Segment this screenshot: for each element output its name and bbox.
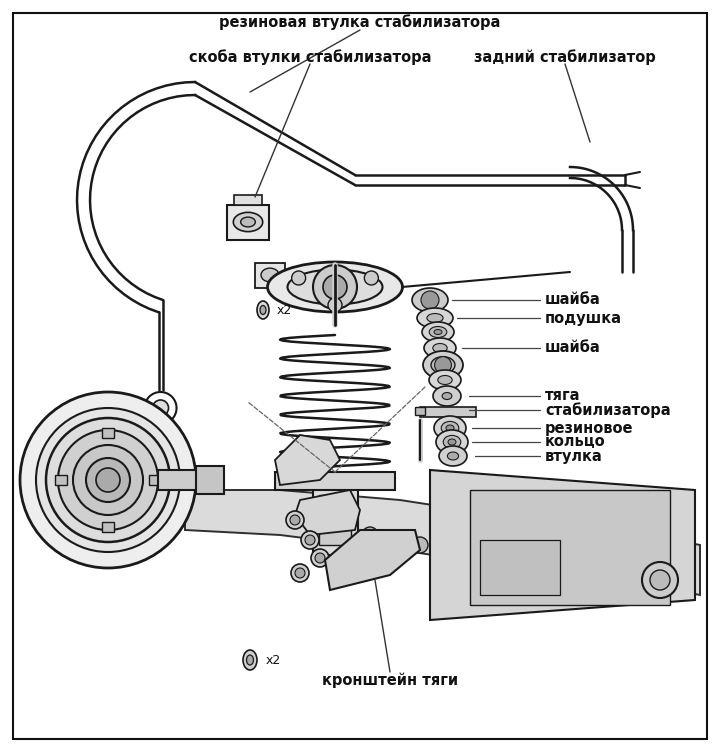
Ellipse shape [243, 650, 257, 670]
Circle shape [435, 356, 451, 374]
Ellipse shape [240, 217, 256, 227]
Ellipse shape [422, 322, 454, 342]
Circle shape [650, 570, 670, 590]
Ellipse shape [246, 655, 253, 665]
Text: кольцо: кольцо [545, 435, 606, 450]
Circle shape [145, 392, 176, 424]
Circle shape [46, 418, 170, 542]
Ellipse shape [287, 269, 382, 305]
Circle shape [421, 291, 439, 309]
Text: скоба втулки стабилизатора: скоба втулки стабилизатора [189, 49, 431, 65]
Text: втулка: втулка [545, 448, 603, 463]
Bar [319, 495, 351, 545]
Circle shape [462, 547, 478, 563]
Polygon shape [185, 490, 700, 595]
Text: шайба: шайба [545, 293, 600, 308]
Ellipse shape [429, 370, 461, 390]
Circle shape [323, 275, 347, 299]
Text: кронштейн тяги: кронштейн тяги [322, 672, 458, 688]
Text: тяга: тяга [545, 389, 580, 404]
Ellipse shape [427, 314, 443, 323]
Ellipse shape [261, 268, 279, 282]
Ellipse shape [448, 439, 456, 445]
Circle shape [292, 271, 305, 285]
Ellipse shape [447, 452, 459, 460]
Ellipse shape [436, 430, 468, 454]
Polygon shape [275, 435, 340, 485]
Bar [158, 470, 223, 490]
Circle shape [313, 265, 357, 309]
Text: резиновая втулка стабилизатора: резиновая втулка стабилизатора [220, 14, 500, 30]
Ellipse shape [233, 212, 263, 232]
Ellipse shape [429, 326, 447, 338]
Ellipse shape [431, 356, 455, 374]
Bar [55, 475, 67, 485]
Circle shape [315, 553, 325, 563]
Bar [255, 262, 285, 287]
Bar [480, 540, 560, 595]
Circle shape [58, 430, 158, 530]
Circle shape [290, 515, 300, 525]
Ellipse shape [433, 386, 461, 406]
Bar [275, 472, 395, 490]
Polygon shape [430, 470, 695, 620]
Ellipse shape [260, 305, 266, 314]
Text: x2: x2 [277, 304, 292, 317]
Bar [234, 195, 262, 205]
Bar [420, 407, 476, 417]
Text: задний стабилизатор: задний стабилизатор [474, 49, 656, 65]
Ellipse shape [423, 351, 463, 379]
Circle shape [328, 298, 342, 312]
Polygon shape [295, 490, 360, 535]
Ellipse shape [412, 288, 448, 312]
Bar [312, 485, 358, 555]
Circle shape [412, 537, 428, 553]
Text: стабилизатора: стабилизатора [545, 402, 670, 418]
Circle shape [311, 549, 329, 567]
Circle shape [291, 564, 309, 582]
Circle shape [96, 468, 120, 492]
Text: x2: x2 [266, 653, 282, 666]
Circle shape [73, 445, 143, 515]
Circle shape [301, 531, 319, 549]
Ellipse shape [433, 344, 447, 353]
Polygon shape [325, 530, 420, 590]
Bar [149, 475, 161, 485]
Ellipse shape [446, 425, 454, 431]
Circle shape [153, 400, 168, 416]
Bar [102, 522, 114, 532]
Circle shape [295, 568, 305, 578]
Circle shape [362, 527, 378, 543]
Ellipse shape [434, 329, 442, 335]
Ellipse shape [257, 301, 269, 319]
Ellipse shape [438, 375, 452, 384]
Ellipse shape [441, 421, 459, 435]
Text: шайба: шайба [545, 341, 600, 356]
Ellipse shape [439, 446, 467, 466]
Ellipse shape [434, 416, 466, 440]
Ellipse shape [268, 262, 402, 312]
Circle shape [86, 458, 130, 502]
Ellipse shape [442, 393, 452, 399]
Ellipse shape [444, 435, 461, 449]
Circle shape [286, 511, 304, 529]
Bar [102, 428, 114, 438]
Bar [415, 407, 425, 415]
Ellipse shape [417, 308, 453, 328]
Ellipse shape [424, 338, 456, 358]
Circle shape [20, 392, 196, 568]
Circle shape [642, 562, 678, 598]
Text: подушка: подушка [545, 311, 622, 326]
Bar [227, 205, 269, 239]
Circle shape [305, 535, 315, 545]
Bar [470, 490, 670, 605]
Bar [196, 466, 224, 494]
Text: резиновое: резиновое [545, 420, 634, 435]
Circle shape [364, 271, 379, 285]
Circle shape [36, 408, 180, 552]
